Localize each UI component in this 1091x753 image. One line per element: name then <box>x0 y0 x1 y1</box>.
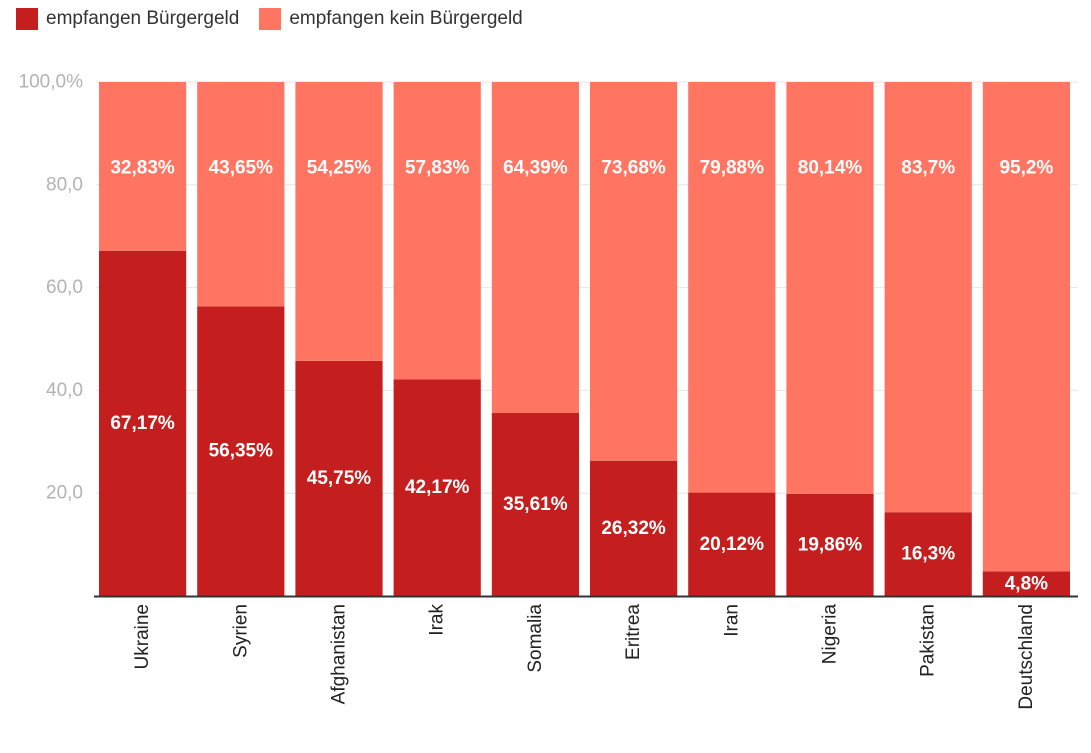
x-tick-label: Afghanistan <box>329 604 350 704</box>
y-tick-label: 40,0 <box>46 380 83 401</box>
bar-segment-no-receive <box>393 82 481 380</box>
data-label: 80,14% <box>798 158 863 179</box>
bar-segment-no-receive <box>197 82 285 307</box>
data-label: 67,17% <box>110 413 175 434</box>
bar-segment-receive <box>688 492 776 596</box>
data-label: 42,17% <box>405 477 470 498</box>
bar-segment-no-receive <box>491 82 579 413</box>
x-tick-label: Ukraine <box>132 604 153 669</box>
x-tick-label: Deutschland <box>1016 604 1037 710</box>
x-tick-label: Iran <box>721 604 742 637</box>
data-label: 45,75% <box>307 468 372 489</box>
data-label: 79,88% <box>700 158 765 179</box>
x-tick-label: Somalia <box>525 604 546 673</box>
bar-segment-no-receive <box>982 82 1070 572</box>
bar-segment-receive <box>99 250 187 596</box>
bar-segment-receive <box>590 460 678 596</box>
bar-segment-receive <box>491 412 579 596</box>
data-label: 16,3% <box>901 544 955 565</box>
data-label: 19,86% <box>798 534 863 555</box>
x-tick-label: Eritrea <box>623 604 644 660</box>
y-tick-label: 80,0 <box>46 174 83 195</box>
data-label: 43,65% <box>209 158 274 179</box>
data-label: 4,8% <box>1005 574 1048 595</box>
legend-label-no-receive: empfangen kein Bürgergeld <box>289 8 523 29</box>
data-label: 83,7% <box>901 158 955 179</box>
y-axis-ticks: 20,0 40,0 60,0 80,0 100,0% <box>19 72 84 504</box>
x-tick-label: Pakistan <box>918 604 939 677</box>
bar-segment-no-receive <box>786 82 874 494</box>
legend-item-no-receive: empfangen kein Bürgergeld <box>259 8 523 30</box>
legend-label-receive: empfangen Bürgergeld <box>46 8 240 29</box>
data-label: 54,25% <box>307 158 372 179</box>
bar-segment-no-receive <box>688 82 776 493</box>
bar-segment-receive <box>197 306 285 596</box>
bars <box>99 82 1070 596</box>
x-tick-label: Nigeria <box>820 604 841 665</box>
data-label: 35,61% <box>503 494 568 515</box>
data-label: 32,83% <box>110 158 175 179</box>
data-label: 20,12% <box>700 534 765 555</box>
bar-segment-no-receive <box>590 82 678 461</box>
data-label: 73,68% <box>601 158 666 179</box>
data-label: 56,35% <box>209 441 274 462</box>
data-label: 64,39% <box>503 158 568 179</box>
legend-swatch-no-receive <box>259 8 282 30</box>
y-tick-label: 100,0% <box>19 72 84 93</box>
legend: empfangen Bürgergeld empfangen kein Bürg… <box>16 8 543 30</box>
x-tick-label: Irak <box>427 604 448 636</box>
data-label: 26,32% <box>601 518 666 539</box>
bar-segment-no-receive <box>99 82 187 251</box>
data-label: 95,2% <box>999 158 1053 179</box>
y-tick-label: 60,0 <box>46 277 83 298</box>
bar-segment-receive <box>786 493 874 596</box>
legend-item-receive: empfangen Bürgergeld <box>16 8 239 30</box>
bar-segment-no-receive <box>295 82 383 361</box>
bar-segment-receive <box>393 379 481 596</box>
x-tick-label: Syrien <box>230 604 251 658</box>
data-labels: 67,17% 32,83% 56,35% 43,65% 45,75% 54,25% 42,1… <box>110 158 1053 595</box>
bar-segment-receive <box>982 571 1070 596</box>
bar-segment-receive <box>884 512 972 596</box>
legend-swatch-receive <box>16 8 38 30</box>
bar-segment-no-receive <box>884 82 972 513</box>
data-label: 57,83% <box>405 158 470 179</box>
y-tick-label: 20,0 <box>46 483 83 504</box>
bar-segment-receive <box>295 360 383 596</box>
x-axis-ticks: Ukraine Syrien Afghanistan Irak Somalia Eritr… <box>132 604 1037 710</box>
